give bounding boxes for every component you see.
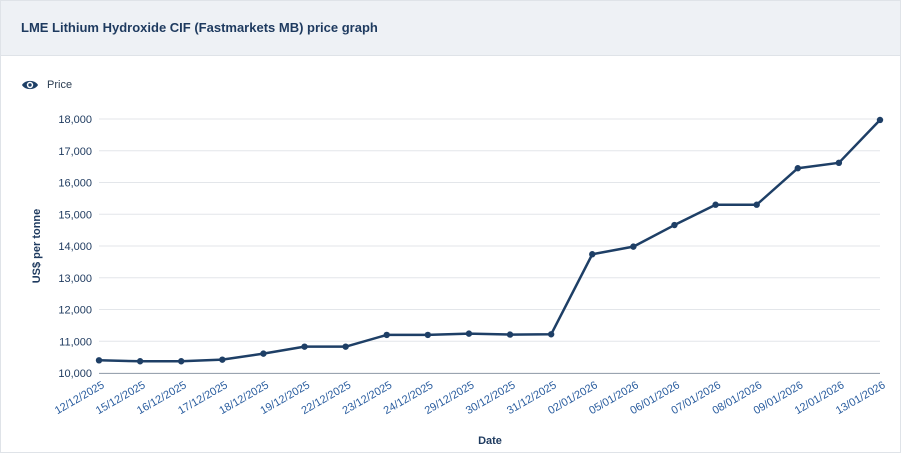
data-point[interactable]	[424, 331, 432, 339]
data-point[interactable]	[589, 251, 596, 258]
data-point[interactable]	[178, 358, 185, 365]
y-tick-label: 17,000	[58, 146, 92, 158]
data-point[interactable]	[753, 201, 760, 208]
chart-title: LME Lithium Hydroxide CIF (Fastmarkets M…	[21, 20, 378, 35]
legend-item-price[interactable]: Price	[21, 77, 72, 93]
data-point[interactable]	[465, 330, 473, 337]
data-point[interactable]	[260, 350, 267, 357]
legend-label: Price	[47, 79, 73, 91]
card-header: LME Lithium Hydroxide CIF (Fastmarkets M…	[1, 1, 900, 56]
y-tick-label: 16,000	[58, 178, 92, 190]
data-point[interactable]	[630, 243, 637, 250]
data-point[interactable]	[342, 343, 349, 350]
y-tick-label: 18,000	[58, 114, 92, 126]
data-point[interactable]	[506, 331, 514, 338]
y-tick-label: 10,000	[58, 368, 92, 380]
data-point[interactable]	[219, 356, 226, 363]
data-point[interactable]	[95, 357, 103, 364]
data-point[interactable]	[712, 201, 719, 208]
eye-icon	[22, 80, 38, 90]
data-point[interactable]	[876, 116, 884, 124]
y-axis-title: US$ per tonne	[31, 209, 43, 284]
data-point[interactable]	[794, 165, 801, 172]
data-point[interactable]	[136, 358, 144, 365]
y-tick-label: 11,000	[59, 336, 92, 348]
y-tick-label: 15,000	[58, 209, 92, 221]
series-line-price	[98, 119, 881, 363]
data-point[interactable]	[301, 343, 308, 350]
y-tick-label: 12,000	[58, 305, 92, 317]
data-point[interactable]	[383, 331, 390, 339]
x-axis-title: Date	[478, 435, 502, 447]
y-tick-label: 14,000	[58, 241, 92, 253]
data-point[interactable]	[547, 331, 555, 338]
y-tick-label: 13,000	[58, 273, 92, 285]
data-point[interactable]	[671, 221, 678, 229]
data-point[interactable]	[835, 159, 843, 167]
